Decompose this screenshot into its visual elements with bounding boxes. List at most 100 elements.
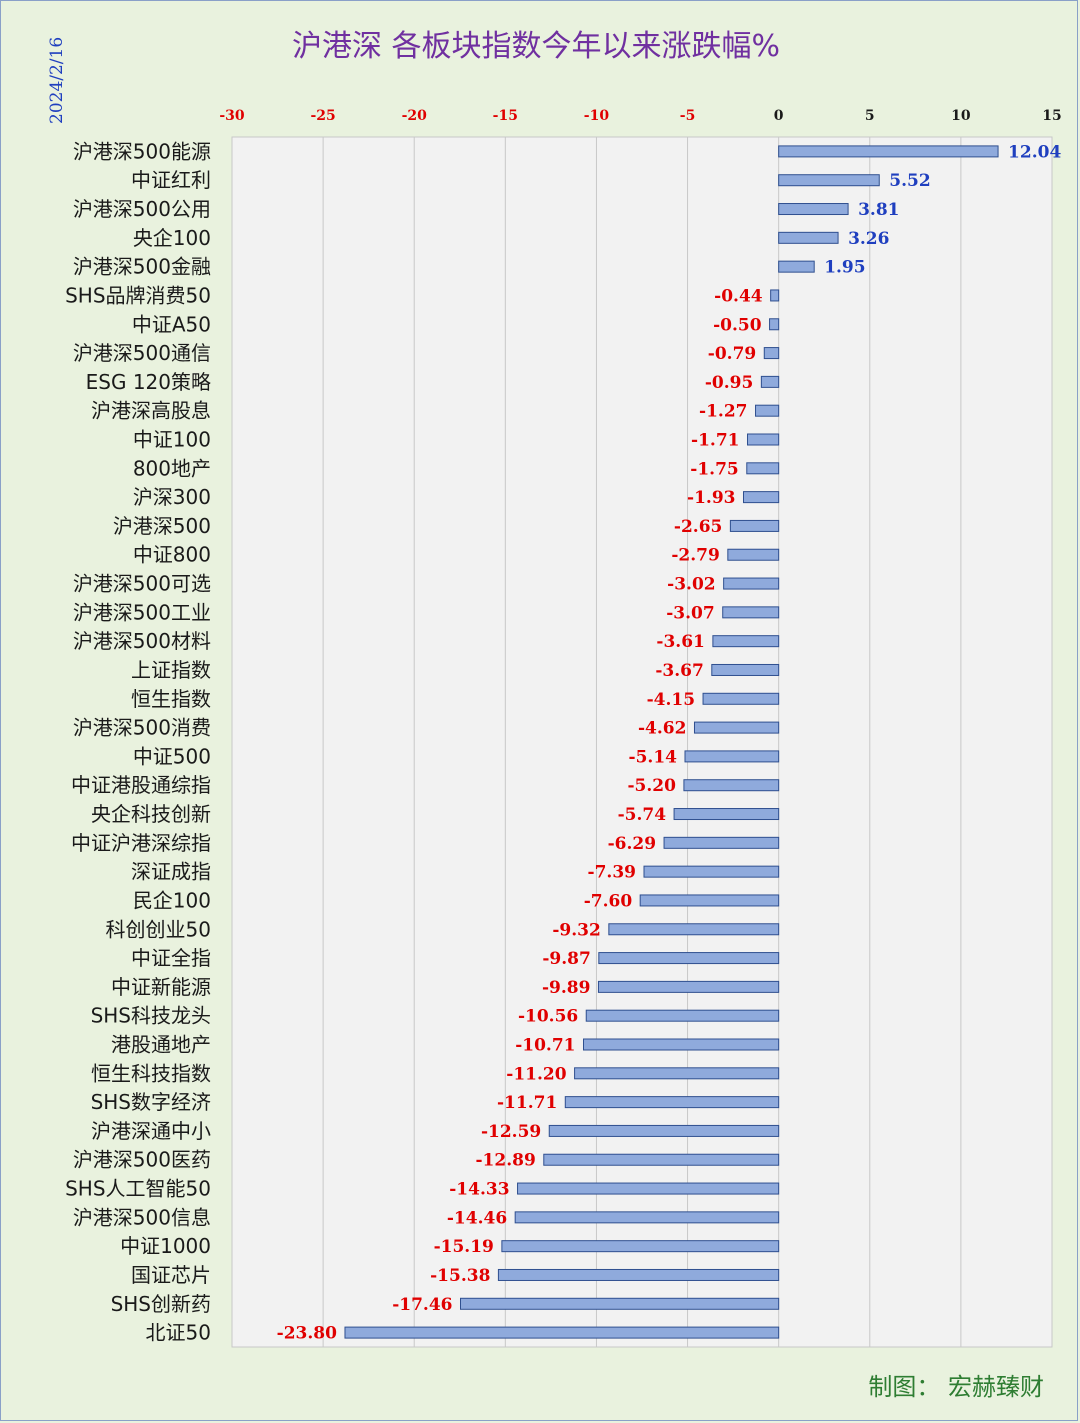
x-tick-label: 0 [774, 108, 784, 124]
bar [344, 1326, 780, 1339]
bar [693, 721, 780, 734]
category-label: 北证50 [146, 1321, 211, 1345]
category-label: 沪港深通中小 [91, 1119, 211, 1143]
category-label: 上证指数 [131, 658, 211, 682]
bar [497, 1268, 780, 1281]
bar [760, 375, 780, 388]
x-tick-label: 15 [1042, 108, 1061, 124]
bar [683, 779, 780, 792]
value-label: -23.80 [277, 1324, 337, 1344]
bar [585, 1009, 780, 1022]
bar [711, 663, 780, 676]
bar [684, 750, 780, 763]
value-label: 1.95 [824, 258, 865, 278]
category-label: 国证芯片 [131, 1263, 211, 1287]
x-tick-label: 10 [951, 108, 971, 124]
x-tick-label: -25 [310, 108, 335, 124]
bar [574, 1067, 780, 1080]
value-label: -12.59 [481, 1122, 541, 1142]
value-label: -3.07 [666, 603, 714, 623]
bar [702, 692, 780, 705]
bar [746, 462, 780, 475]
value-label: -0.79 [708, 344, 756, 364]
category-label: SHS人工智能50 [65, 1177, 211, 1201]
category-label: SHS创新药 [111, 1292, 211, 1316]
value-label: -7.39 [588, 863, 636, 883]
bar [643, 865, 780, 878]
category-label: 港股通地产 [111, 1033, 211, 1057]
category-label: 沪港深500 [113, 514, 211, 538]
value-label: -5.20 [627, 776, 676, 796]
category-label: 民企100 [133, 888, 211, 912]
value-label: 3.81 [858, 200, 899, 220]
bar [460, 1297, 780, 1310]
bar [723, 577, 780, 590]
value-label: -15.19 [434, 1237, 494, 1257]
category-label: 沪港深500可选 [73, 572, 211, 596]
value-label: -11.20 [506, 1064, 566, 1084]
value-label: -2.65 [674, 517, 722, 537]
category-label: 央企100 [133, 226, 211, 250]
value-label: -7.60 [584, 891, 633, 911]
value-label: -5.74 [618, 805, 667, 825]
bar [598, 952, 780, 965]
category-label: 沪港深500材料 [73, 629, 211, 653]
category-label: 中证1000 [120, 1234, 211, 1258]
category-label: 央企科技创新 [91, 802, 211, 826]
x-tick-label: -20 [402, 108, 428, 124]
value-label: 12.04 [1008, 142, 1061, 162]
bar [778, 231, 839, 244]
value-label: -3.61 [656, 632, 704, 652]
category-label: 中证A50 [132, 312, 211, 336]
category-label: 中证全指 [131, 946, 211, 970]
bars [344, 145, 999, 1339]
credit-label: 制图： 宏赫臻财 [868, 1373, 1044, 1401]
value-label: -1.93 [687, 488, 735, 508]
category-label: SHS科技龙头 [91, 1004, 211, 1028]
bar [729, 519, 780, 532]
gridlines [231, 137, 1053, 1347]
value-label: -2.79 [671, 546, 719, 566]
category-label: 沪深300 [133, 485, 211, 509]
bar [722, 606, 780, 619]
value-label: -1.71 [691, 431, 739, 451]
category-label: 深证成指 [131, 860, 211, 884]
value-label: -14.46 [447, 1208, 507, 1228]
bar [501, 1240, 780, 1253]
value-label: -10.56 [518, 1007, 578, 1027]
category-label: 中证沪港深综指 [71, 831, 211, 855]
bar [597, 980, 780, 993]
bar [769, 318, 780, 331]
category-label: 中证新能源 [111, 975, 211, 999]
value-label: -4.15 [647, 690, 695, 710]
category-label: 沪港深500工业 [73, 600, 211, 624]
bar [663, 836, 780, 849]
value-label: -5.14 [629, 747, 678, 767]
category-label: ESG 120策略 [86, 370, 211, 394]
value-label: -6.29 [608, 834, 656, 854]
value-label: -11.71 [497, 1093, 557, 1113]
x-tick-label: 5 [865, 108, 875, 124]
bar [564, 1096, 780, 1109]
bar [639, 894, 780, 907]
value-label: -17.46 [392, 1295, 452, 1315]
value-label: -10.71 [515, 1036, 575, 1056]
bar [755, 404, 780, 417]
value-label: -15.38 [430, 1266, 490, 1286]
plot-area [231, 136, 1053, 1348]
chart-title: 沪港深 各板块指数今年以来涨跌幅% [292, 29, 780, 64]
bar [712, 635, 780, 648]
category-label: 沪港深500消费 [73, 716, 211, 740]
category-label: SHS数字经济 [91, 1090, 211, 1114]
x-tick-label: -10 [584, 108, 610, 124]
bar [517, 1182, 780, 1195]
value-label: -0.44 [714, 286, 763, 306]
bar [770, 289, 780, 302]
category-label: 恒生指数 [131, 687, 211, 711]
bar [778, 260, 815, 273]
value-label: -12.89 [475, 1151, 535, 1171]
category-label: 沪港深500医药 [73, 1148, 211, 1172]
bar [727, 548, 780, 561]
bar [778, 145, 999, 158]
